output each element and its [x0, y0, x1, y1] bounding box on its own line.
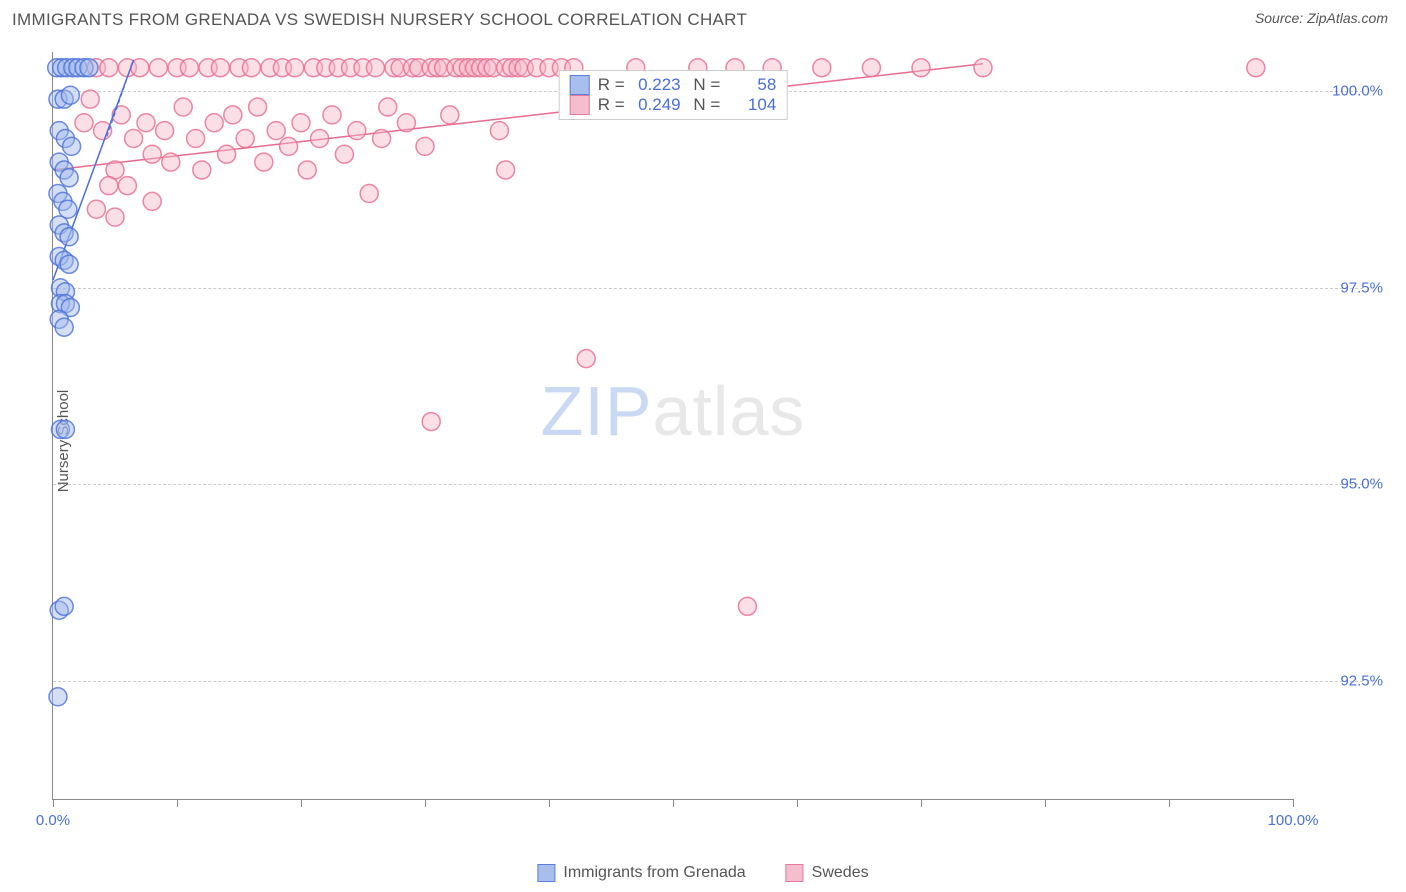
x-tick-label-min: 0.0%: [36, 812, 70, 829]
y-tick-label: 92.5%: [1303, 673, 1383, 690]
legend-bottom-swatch-2: [786, 864, 804, 882]
x-tick: [1293, 799, 1294, 807]
legend-swatch-1: [570, 75, 590, 95]
plot-area: ZIPatlas R = 0.223 N = 58 R = 0.249 N = …: [52, 52, 1293, 800]
legend-n-value-1: 58: [728, 75, 776, 95]
y-tick-label: 95.0%: [1303, 476, 1383, 493]
x-tick: [921, 799, 922, 807]
legend-r-value-1: 0.223: [633, 75, 681, 95]
x-tick: [1169, 799, 1170, 807]
legend-row-1: R = 0.223 N = 58: [570, 75, 777, 95]
chart-title: IMMIGRANTS FROM GRENADA VS SWEDISH NURSE…: [12, 10, 747, 30]
x-tick: [425, 799, 426, 807]
plot-svg: [53, 52, 1293, 799]
legend-bottom: Immigrants from Grenada Swedes: [537, 864, 868, 882]
chart-header: IMMIGRANTS FROM GRENADA VS SWEDISH NURSE…: [0, 0, 1406, 34]
legend-r-label-1: R =: [598, 75, 625, 95]
legend-bottom-item-1: Immigrants from Grenada: [537, 864, 745, 882]
x-tick: [797, 799, 798, 807]
legend-r-label-2: R =: [598, 95, 625, 115]
x-tick: [549, 799, 550, 807]
legend-bottom-label-1: Immigrants from Grenada: [563, 864, 745, 882]
x-tick: [301, 799, 302, 807]
chart-container: Nursery School ZIPatlas R = 0.223 N = 58…: [12, 40, 1388, 842]
legend-bottom-swatch-1: [537, 864, 555, 882]
legend-n-label-2: N =: [689, 95, 721, 115]
x-tick: [177, 799, 178, 807]
correlation-legend: R = 0.223 N = 58 R = 0.249 N = 104: [559, 70, 788, 120]
legend-n-label-1: N =: [689, 75, 721, 95]
legend-bottom-label-2: Swedes: [812, 864, 869, 882]
x-tick: [53, 799, 54, 807]
x-tick: [1045, 799, 1046, 807]
x-tick-label-max: 100.0%: [1268, 812, 1319, 829]
legend-swatch-2: [570, 95, 590, 115]
legend-r-value-2: 0.249: [633, 95, 681, 115]
legend-bottom-item-2: Swedes: [786, 864, 869, 882]
y-tick-label: 100.0%: [1303, 83, 1383, 100]
chart-source: Source: ZipAtlas.com: [1255, 10, 1388, 26]
legend-n-value-2: 104: [728, 95, 776, 115]
legend-row-2: R = 0.249 N = 104: [570, 95, 777, 115]
x-tick: [673, 799, 674, 807]
y-tick-label: 97.5%: [1303, 279, 1383, 296]
